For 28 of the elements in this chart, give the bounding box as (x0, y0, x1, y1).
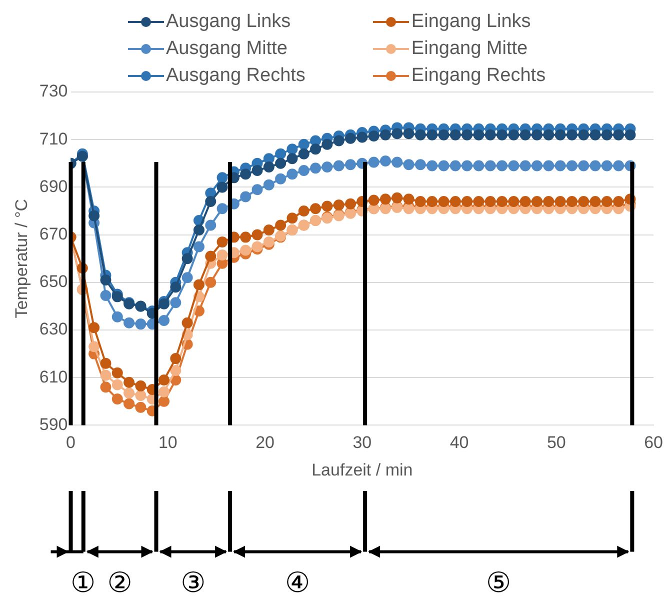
x-tick-label: 40 (450, 433, 469, 452)
x-tick-label: 10 (158, 433, 178, 452)
legend-label: Eingang Links (411, 10, 531, 32)
legend-label: Ausgang Mitte (166, 38, 288, 60)
y-tick-label: 710 (39, 129, 68, 148)
text: ② (106, 566, 134, 600)
text: ⑤ (485, 566, 512, 600)
y-axis-title: Temperatur / °C (12, 198, 31, 318)
y-tick-label: 630 (39, 320, 68, 339)
x-tick-label: 60 (644, 433, 664, 452)
y-tick-label: 690 (39, 176, 68, 196)
legend-label: Eingang Rechts (411, 64, 546, 86)
legend-label: Ausgang Rechts (166, 64, 306, 86)
y-tick-label: 590 (39, 414, 68, 434)
x-tick-label: 0 (66, 433, 76, 452)
x-tick-label: 50 (546, 433, 566, 452)
y-tick-label: 730 (39, 82, 68, 101)
x-axis-title: Laufzeit / min (312, 460, 413, 480)
text: ① (70, 566, 97, 600)
text: ④ (284, 566, 312, 600)
y-tick-label: 650 (39, 272, 68, 292)
y-tick-label: 610 (39, 367, 68, 386)
legend-label: Eingang Mitte (411, 38, 528, 60)
text: ③ (180, 566, 207, 600)
legend-label: Ausgang Links (166, 10, 291, 32)
x-tick-label: 20 (256, 433, 274, 452)
x-tick-label: 30 (352, 433, 372, 452)
y-tick-label: 670 (39, 224, 68, 244)
